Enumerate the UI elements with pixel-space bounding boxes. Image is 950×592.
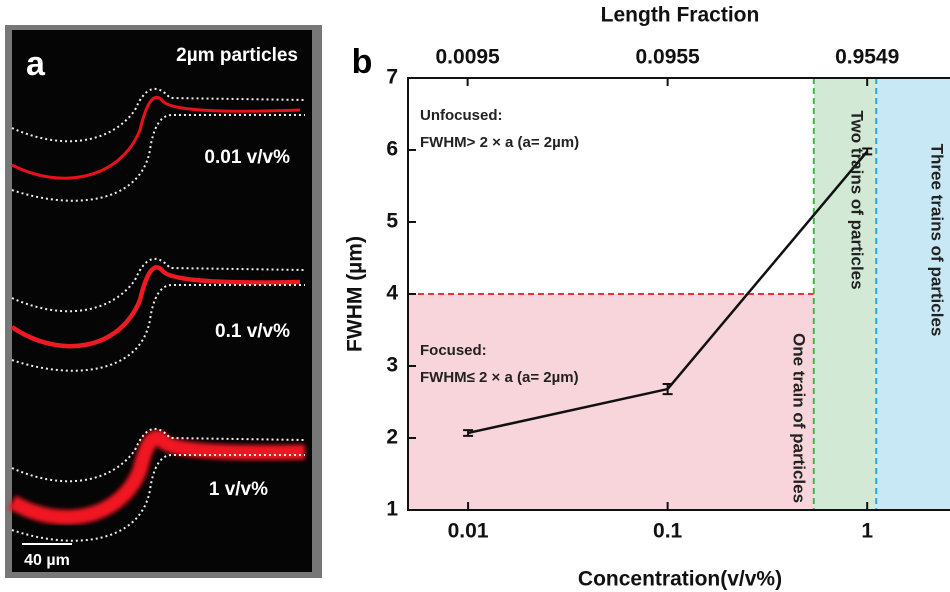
error-bar bbox=[463, 429, 474, 437]
x-tick-label: 0.1 bbox=[653, 520, 683, 543]
annotation: FWHM> 2 × a (a= 2µm) bbox=[420, 134, 579, 151]
error-bar bbox=[862, 147, 873, 156]
chart: 1 2 3 4 5 6 7 0.01 0.1 1 0.0095 0.0955 0.9549 bbox=[386, 46, 950, 543]
y-tick-label: 4 bbox=[386, 282, 398, 305]
micrograph bbox=[8, 427, 306, 542]
scale-bar-label: 40 µm bbox=[24, 552, 70, 569]
x2-tick-label: 0.0095 bbox=[436, 46, 501, 69]
y-tick-label: 3 bbox=[386, 354, 398, 377]
annotation: FWHM≤ 2 × a (a= 2µm) bbox=[420, 369, 579, 386]
y-tick-label: 5 bbox=[386, 210, 398, 233]
annotation: Unfocused: bbox=[420, 107, 503, 124]
x-tick-label: 0.01 bbox=[448, 520, 489, 543]
y-tick-label: 2 bbox=[386, 426, 398, 449]
y-tick-label: 6 bbox=[386, 138, 398, 161]
image-label: 0.1 v/v% bbox=[215, 321, 290, 342]
x-axis-title: Concentration(v/v%) bbox=[578, 568, 782, 591]
region-label: One train of particles bbox=[790, 333, 809, 503]
image-label: 1 v/v% bbox=[209, 479, 268, 500]
x-tick-label: 1 bbox=[861, 520, 873, 543]
y-axis-title: FWHM (µm) bbox=[344, 236, 367, 352]
x2-tick-label: 0.0955 bbox=[636, 46, 701, 69]
region-label: Three trains of particles bbox=[928, 144, 947, 337]
image-label: 0.01 v/v% bbox=[204, 147, 290, 168]
region bbox=[813, 78, 877, 510]
annotation: Focused: bbox=[420, 342, 487, 359]
panel-label: b bbox=[352, 43, 373, 81]
panel-title: 2µm particles bbox=[176, 45, 298, 66]
x2-axis-title: Length Fraction bbox=[601, 4, 760, 27]
error-bar bbox=[662, 383, 673, 396]
region-label: Two trains of particles bbox=[848, 110, 867, 289]
micrograph bbox=[11, 87, 306, 202]
y-tick-label: 1 bbox=[386, 498, 398, 521]
x2-tick-label: 0.9549 bbox=[835, 46, 899, 69]
panel-label: a bbox=[26, 45, 46, 83]
region bbox=[876, 78, 950, 510]
micrograph bbox=[10, 257, 306, 372]
y-tick-label: 7 bbox=[386, 66, 398, 89]
